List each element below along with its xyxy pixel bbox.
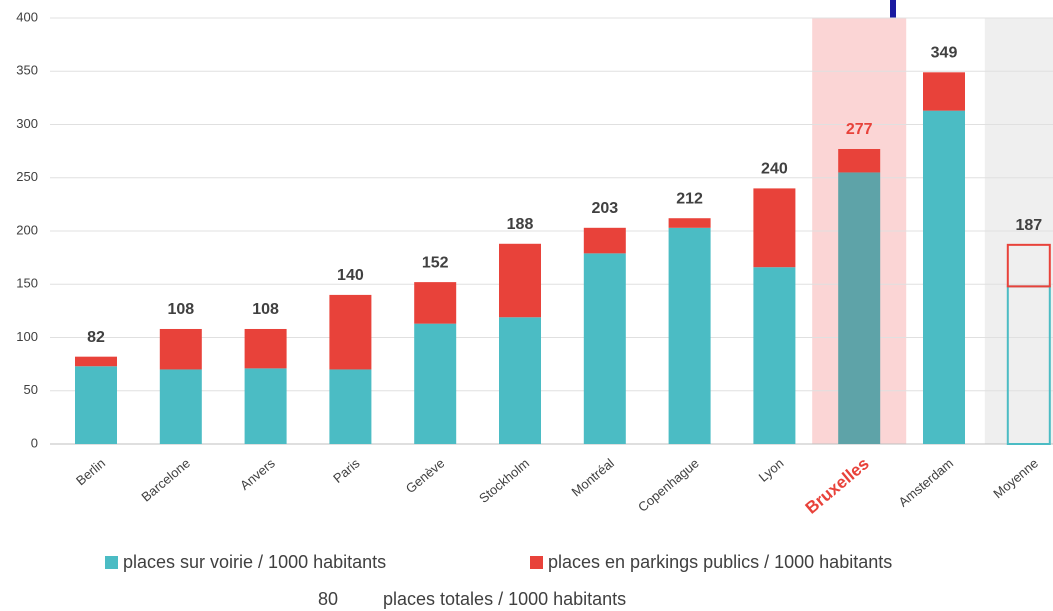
total-label: 203: [591, 200, 618, 217]
bar-segment: [75, 366, 117, 444]
bar-segment: [838, 148, 881, 173]
legend-swatch: [105, 556, 118, 569]
legend-sample: 80: [318, 589, 338, 609]
x-tick-label: Stockholm: [476, 455, 532, 506]
bar-segment: [1006, 243, 1051, 288]
x-tick-label: Paris: [330, 455, 363, 486]
bar-segment: [499, 243, 541, 318]
x-tick-label: Barcelone: [138, 455, 192, 504]
bar-segment: [244, 328, 287, 369]
total-label: 108: [167, 301, 194, 318]
y-tick-label: 100: [16, 329, 38, 344]
total-label: 277: [846, 121, 873, 138]
legend-label: places en parkings publics / 1000 habita…: [548, 552, 892, 572]
bar-segment: [668, 218, 711, 228]
x-tick-label: Moyenne: [990, 455, 1041, 501]
bar-segment: [414, 282, 457, 324]
y-tick-label: 400: [16, 9, 38, 24]
bar-segment: [668, 227, 711, 444]
bar-segment: [499, 317, 541, 444]
x-tick-label: Copenhague: [635, 455, 702, 514]
y-tick-label: 200: [16, 222, 38, 237]
x-tick-label: Montréal: [569, 455, 617, 499]
bar-segment: [75, 356, 117, 367]
bar-segment: [414, 323, 457, 444]
y-tick-label: 300: [16, 116, 38, 131]
total-label: 188: [507, 216, 534, 233]
y-tick-label: 50: [24, 382, 38, 397]
bar-segment: [923, 110, 965, 444]
bar-segment: [583, 253, 626, 444]
total-label: 187: [1015, 217, 1042, 234]
x-tick-label: Amsterdam: [896, 455, 957, 509]
total-label: 240: [761, 161, 788, 178]
x-tick-label: Berlin: [73, 455, 108, 488]
x-tick-label: Genève: [403, 455, 448, 496]
bar-segment: [923, 72, 965, 111]
bar-segment: [583, 227, 626, 254]
total-label: 108: [252, 301, 279, 318]
legend-swatch: [530, 556, 543, 569]
x-tick-label: Anvers: [237, 455, 278, 493]
legend-label: places sur voirie / 1000 habitants: [123, 552, 386, 572]
bar-segment: [753, 188, 796, 268]
total-label: 140: [337, 267, 364, 284]
bar-segment: [329, 294, 372, 370]
y-tick-label: 350: [16, 63, 38, 78]
y-tick-label: 150: [16, 276, 38, 291]
y-tick-label: 250: [16, 169, 38, 184]
bar-segment: [753, 267, 796, 444]
bar-segment: [838, 172, 881, 445]
total-label: 349: [931, 45, 958, 62]
x-tick-label: Lyon: [756, 455, 787, 484]
legend-label: places totales / 1000 habitants: [383, 589, 626, 609]
bar-segment: [159, 328, 202, 370]
x-tick-label: Bruxelles: [802, 454, 873, 518]
y-tick-label: 0: [31, 435, 38, 450]
bar-segment: [244, 368, 287, 444]
total-label: 152: [422, 254, 449, 271]
bar-segment: [329, 369, 372, 444]
bar-segment: [159, 369, 202, 444]
total-label: 212: [676, 190, 703, 207]
total-label: 82: [87, 329, 105, 346]
